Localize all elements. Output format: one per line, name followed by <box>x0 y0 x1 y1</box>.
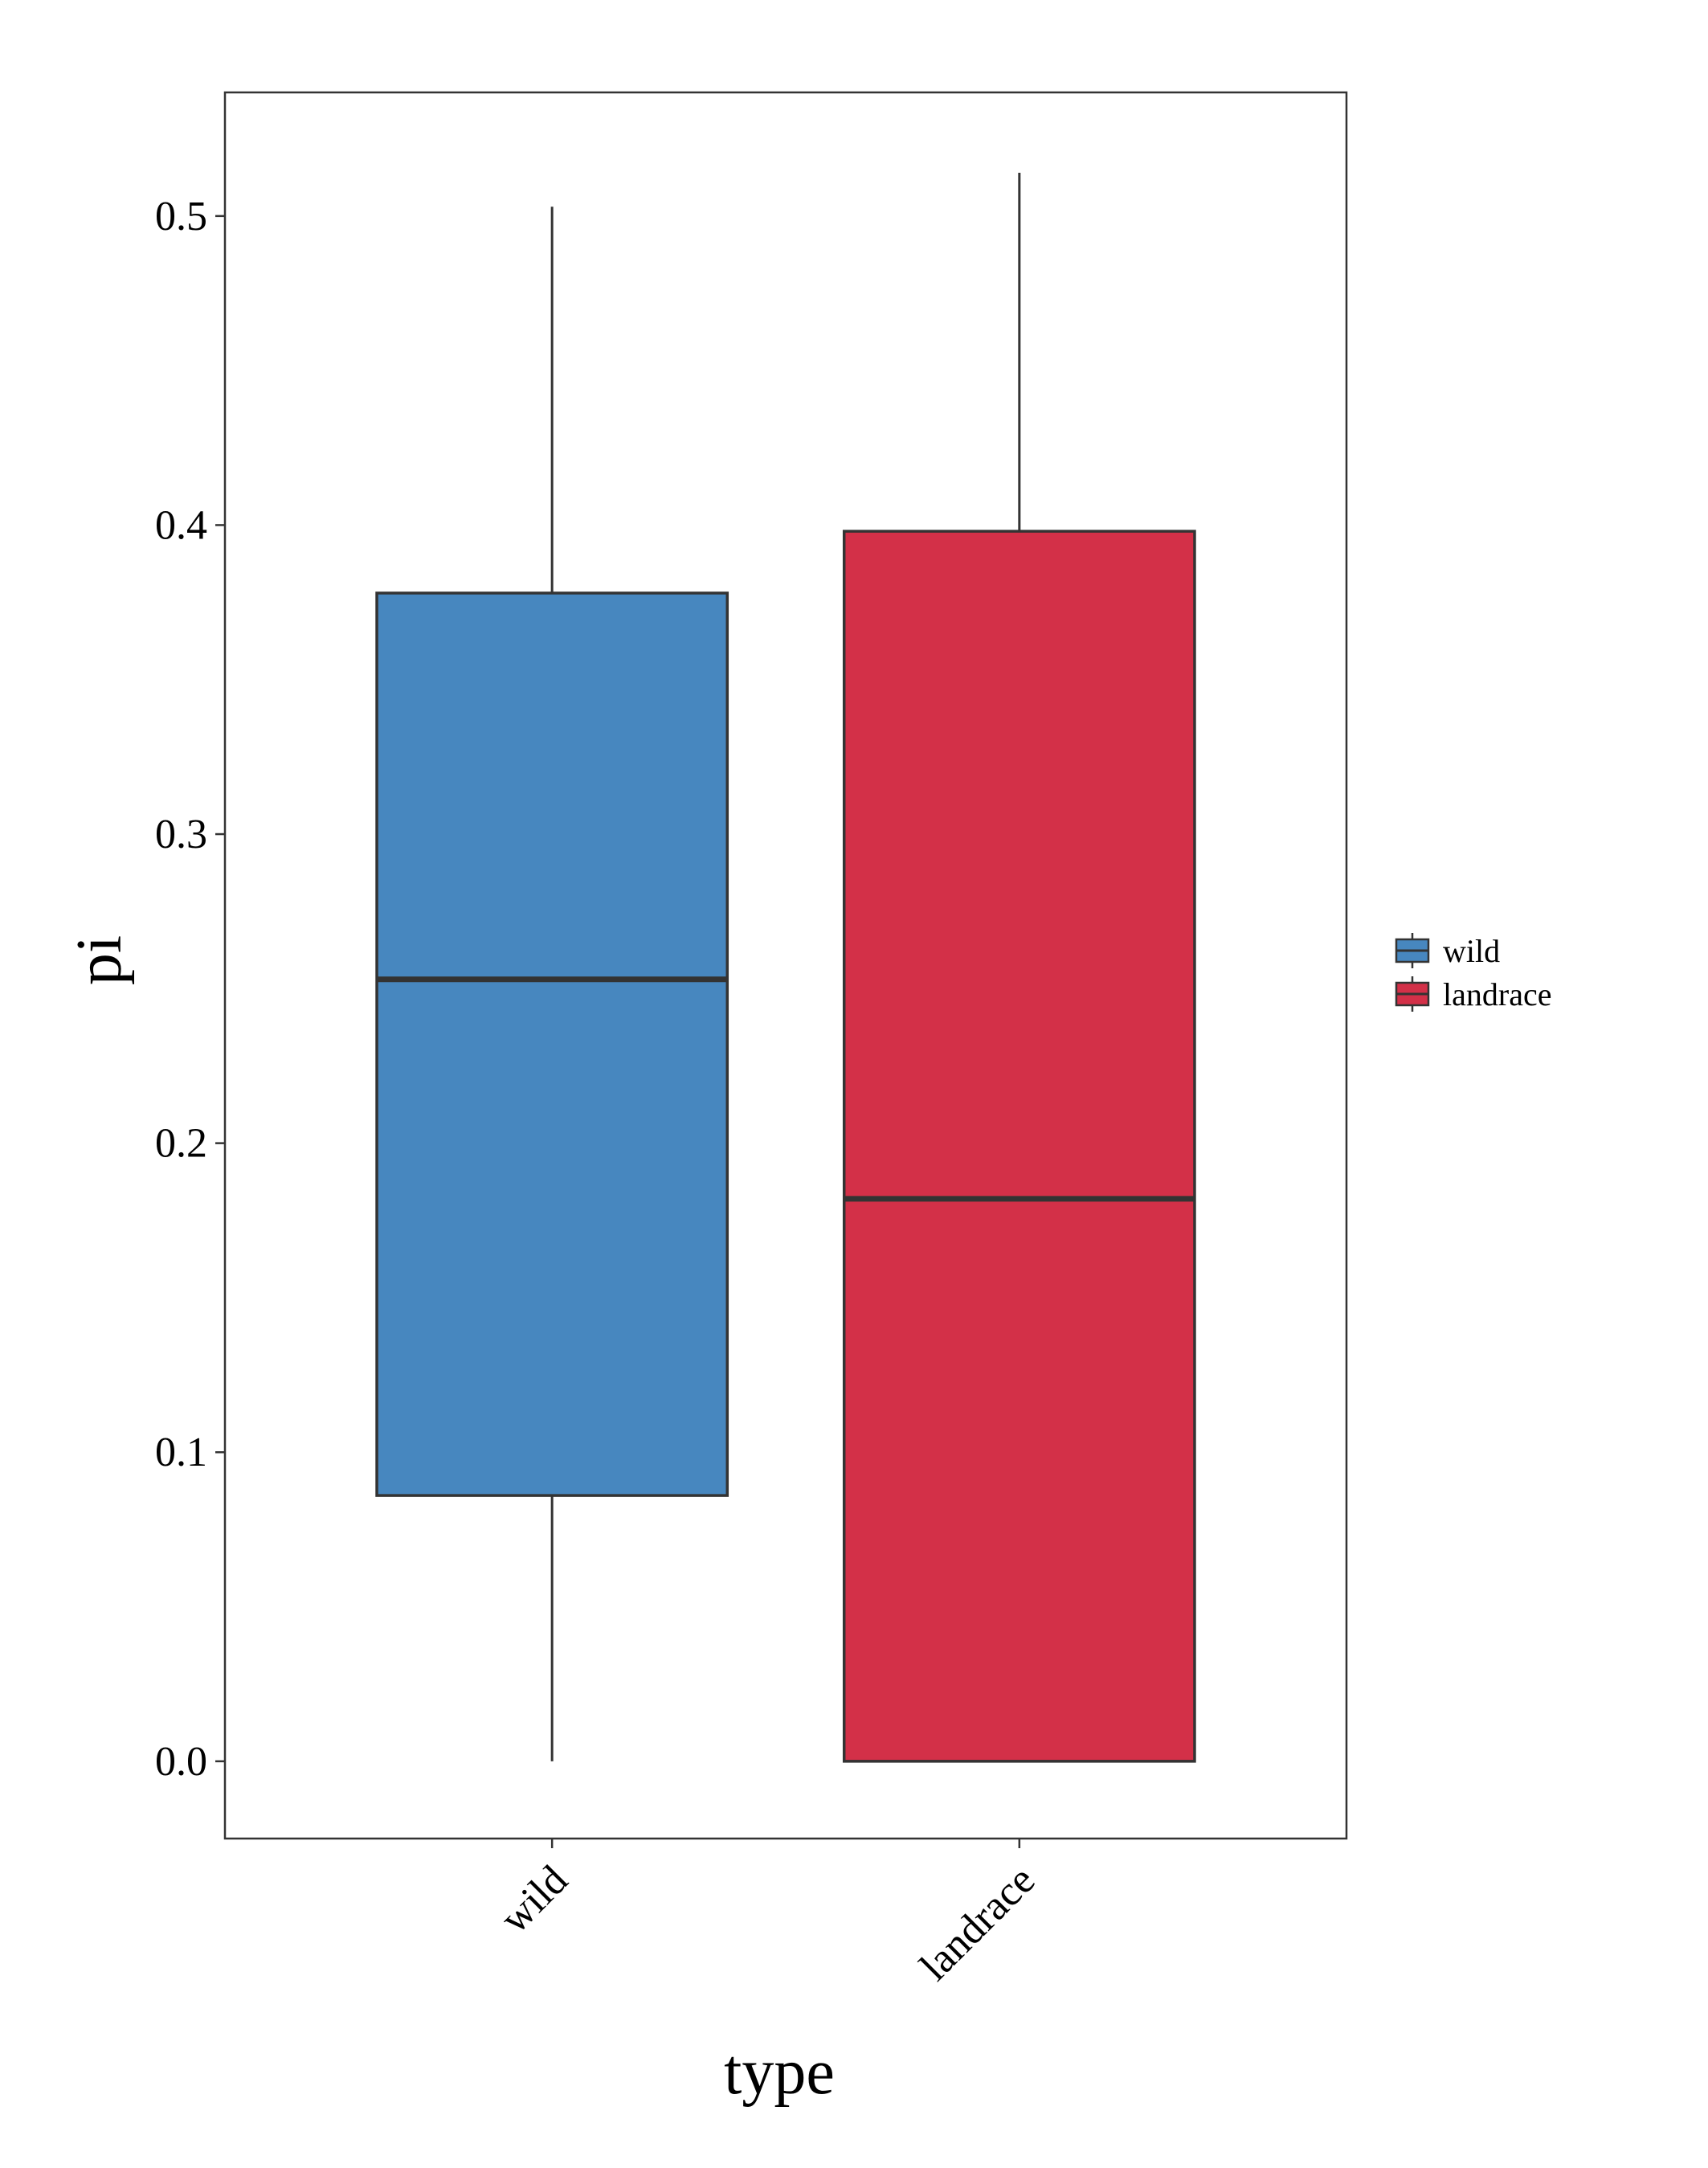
legend-label: wild <box>1443 933 1500 969</box>
y-tick-label: 0.5 <box>155 194 207 239</box>
y-tick-label: 0.0 <box>155 1739 207 1785</box>
legend-entry-wild: wild <box>1395 933 1500 969</box>
legend-label: landrace <box>1443 976 1551 1012</box>
y-tick-label: 0.4 <box>155 502 207 548</box>
box-body-wild <box>375 591 729 1497</box>
y-tick-label: 0.2 <box>155 1121 207 1167</box>
plot-panel-border <box>223 91 1348 1840</box>
legend-entry-landrace: landrace <box>1395 976 1551 1012</box>
y-axis-title: pi <box>64 935 135 985</box>
box-landrace <box>842 172 1196 1763</box>
legend: wild landrace <box>1395 933 1551 1012</box>
y-tick-label: 0.1 <box>155 1430 207 1475</box>
boxes-layer <box>375 172 1196 1763</box>
box-body-landrace <box>842 530 1196 1763</box>
x-axis-title: type <box>724 2037 835 2108</box>
y-tick-label: 0.3 <box>155 812 207 857</box>
box-wild <box>375 207 729 1761</box>
y-axis: 0.0 0.1 0.2 0.3 0.4 0.5 <box>155 194 225 1785</box>
